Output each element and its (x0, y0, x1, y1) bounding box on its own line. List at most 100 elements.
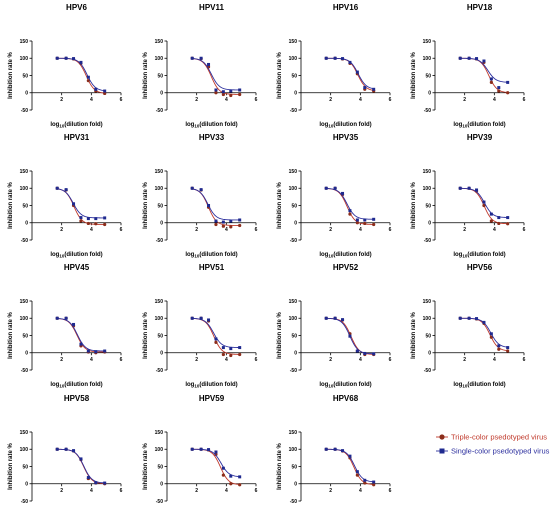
data-point-single (229, 347, 233, 351)
legend-label: Triple-color psedotyped virus (451, 433, 547, 442)
panel-hpv11: HPV11 Inhibition rate % log10(dilution fol… (143, 3, 258, 129)
data-point-single (458, 56, 462, 60)
x-tick-label: 6 (120, 227, 123, 233)
legend-item-triple: Triple-color psedotyped virus (436, 433, 547, 442)
data-point-single (207, 62, 211, 66)
y-tick-label: 100 (20, 316, 29, 322)
legend: Triple-color psedotyped virus Single-colo… (436, 433, 550, 456)
y-tick-label: 150 (289, 169, 298, 175)
legend-item-single: Single-color psedotyped virus (436, 447, 550, 456)
data-point-triple (238, 223, 242, 228)
y-tick-label: 150 (423, 169, 432, 175)
y-tick-label: 0 (25, 351, 28, 357)
data-point-single (103, 349, 107, 353)
data-point-triple (355, 473, 359, 477)
data-point-triple (238, 352, 242, 357)
y-tick-label: 150 (289, 430, 298, 436)
panel-title: HPV33 (199, 133, 225, 142)
x-tick-label: 4 (225, 357, 228, 363)
data-point-single (333, 56, 337, 60)
y-axis-title: Inhibition rate % (143, 312, 149, 359)
data-point-single (363, 86, 367, 90)
data-point-single (86, 476, 90, 480)
x-tick-label: 6 (255, 488, 258, 494)
data-point-single (238, 88, 242, 92)
data-point-triple (497, 347, 501, 351)
data-point-triple (363, 481, 367, 485)
x-axis-title-log: log (50, 252, 59, 258)
panel-title: HPV18 (467, 3, 493, 12)
x-axis-title-rest: (dilution fold) (333, 382, 371, 388)
y-tick-label: 100 (289, 186, 298, 192)
x-tick-label: 4 (225, 488, 228, 494)
x-tick-label: 6 (255, 357, 258, 363)
panel-hpv51: HPV51 Inhibition rate % log10(dilution fol… (143, 263, 258, 389)
panel-hpv31: HPV31 Inhibition rate % log10(dilution fol… (8, 133, 123, 259)
x-axis-title-log: log (185, 252, 194, 258)
y-tick-label: 50 (425, 203, 431, 209)
y-axis-title: Inhibition rate % (411, 52, 417, 99)
x-axis-title-rest: (dilution fold) (199, 252, 237, 258)
data-point-single (86, 217, 90, 221)
x-axis-title-base: 10 (462, 384, 468, 389)
data-point-single (238, 475, 242, 479)
data-point-triple (221, 352, 225, 357)
data-point-triple (482, 203, 486, 208)
panel-hpv16: HPV16 Inhibition rate % log10(dilution fol… (277, 3, 392, 129)
x-axis-title-base: 10 (194, 384, 200, 389)
x-axis-title-rest: (dilution fold) (467, 122, 505, 128)
data-point-single (355, 349, 359, 353)
fit-curve-single (192, 188, 240, 221)
data-point-triple (86, 79, 90, 83)
panel-title: HPV51 (199, 263, 225, 272)
x-axis-title-log: log (50, 122, 59, 128)
y-tick-label: 50 (22, 333, 28, 339)
data-point-triple (489, 219, 493, 223)
data-point-single (103, 216, 107, 220)
y-axis-title: Inhibition rate % (143, 443, 149, 490)
y-tick-label: 0 (428, 351, 431, 357)
x-axis-title: log10(dilution fold) (185, 252, 237, 259)
panel-title: HPV45 (64, 263, 90, 272)
data-point-single (229, 474, 233, 478)
x-axis-title-rest: (dilution fold) (333, 252, 371, 258)
x-tick-label: 2 (60, 357, 63, 363)
data-point-triple (238, 483, 242, 487)
panel-hpv52: HPV52 Inhibition rate % log10(dilution fol… (277, 263, 392, 389)
data-point-single (190, 56, 194, 60)
y-tick-label: 100 (20, 447, 29, 453)
panel-hpv6: HPV6 Inhibition rate % log10(dilution fold… (8, 3, 123, 129)
panel-hpv33: HPV33 Inhibition rate % log10(dilution fol… (143, 133, 258, 259)
y-tick-label: 50 (22, 73, 28, 79)
x-axis-title: log10(dilution fold) (50, 382, 102, 389)
panel-title: HPV68 (333, 394, 359, 403)
y-tick-label: 150 (20, 299, 29, 305)
data-point-triple (229, 93, 233, 98)
y-tick-label: -50 (21, 108, 28, 114)
x-tick-label: 4 (90, 227, 93, 233)
y-tick-label: -50 (290, 108, 297, 114)
data-point-single (333, 186, 337, 190)
data-point-single (341, 57, 345, 61)
x-tick-label: 2 (329, 357, 332, 363)
data-point-single (94, 217, 98, 221)
x-tick-label: 4 (225, 97, 228, 103)
x-tick-label: 6 (523, 97, 526, 103)
data-point-single (238, 346, 242, 350)
y-tick-label: -50 (156, 368, 163, 374)
data-point-single (79, 60, 83, 64)
data-point-single (72, 322, 76, 326)
x-axis-title-base: 10 (328, 124, 334, 129)
y-tick-label: -50 (424, 368, 431, 374)
data-point-single (467, 186, 471, 190)
y-tick-label: -50 (290, 368, 297, 374)
data-point-single (72, 202, 76, 206)
data-point-single (482, 59, 486, 63)
x-tick-label: 6 (255, 227, 258, 233)
legend-marker-circle (439, 434, 445, 440)
y-tick-label: -50 (290, 238, 297, 244)
data-point-single (506, 216, 510, 220)
